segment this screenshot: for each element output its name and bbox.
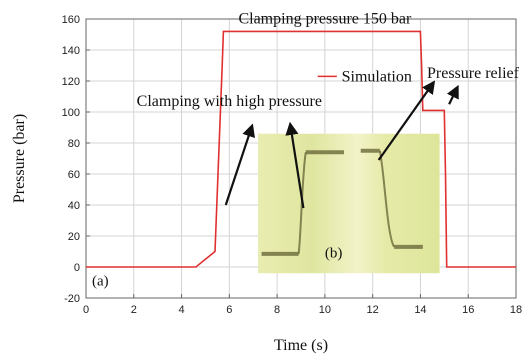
- x-tick-label: 14: [414, 304, 426, 316]
- panel-label-a: (a): [92, 274, 109, 290]
- annotation-pressure-relief: Pressure relief: [427, 65, 520, 82]
- y-tick-label: 40: [68, 200, 80, 212]
- inset-image: [258, 133, 440, 274]
- y-tick-label: -20: [64, 293, 80, 305]
- annotation-arrow: [377, 80, 436, 161]
- annotation-clamping-pressure: Clamping pressure 150 bar: [238, 11, 412, 28]
- inset-trace: [378, 150, 396, 248]
- annotation-clamping-high-pressure: Clamping with high pressure: [137, 93, 322, 110]
- annotation-arrow: [446, 84, 459, 105]
- y-tick-label: 60: [68, 169, 80, 181]
- y-tick-label: 120: [62, 76, 80, 88]
- x-tick-label: 2: [131, 304, 137, 316]
- x-tick-label: 18: [510, 304, 522, 316]
- y-tick-label: 140: [62, 45, 80, 57]
- x-tick-label: 16: [462, 304, 474, 316]
- panel-label-b: (b): [325, 246, 343, 262]
- y-tick-label: 160: [62, 14, 80, 26]
- x-tick-label: 12: [367, 304, 379, 316]
- legend-label-simulation: Simulation: [342, 68, 412, 85]
- y-tick-label: 20: [68, 231, 80, 243]
- plot-frame: [85, 18, 517, 299]
- series-line-simulation: [86, 30, 516, 268]
- series-group: [86, 30, 516, 268]
- x-tick-label: 10: [319, 304, 331, 316]
- y-tick-label: 100: [62, 107, 80, 119]
- x-tick-label: 4: [178, 304, 184, 316]
- x-tick-label: 8: [274, 304, 280, 316]
- y-tick-label: 0: [74, 262, 80, 274]
- annotation-arrows: [224, 80, 459, 209]
- inset-photo: [258, 133, 440, 274]
- annotation-arrow: [285, 121, 305, 209]
- x-axis-label: Time (s): [274, 337, 328, 354]
- annotation-arrow: [224, 123, 255, 206]
- y-axis-label: Pressure (bar): [11, 114, 28, 203]
- y-tick-label: 80: [68, 138, 80, 150]
- x-tick-label: 6: [226, 304, 232, 316]
- x-tick-label: 0: [83, 304, 89, 316]
